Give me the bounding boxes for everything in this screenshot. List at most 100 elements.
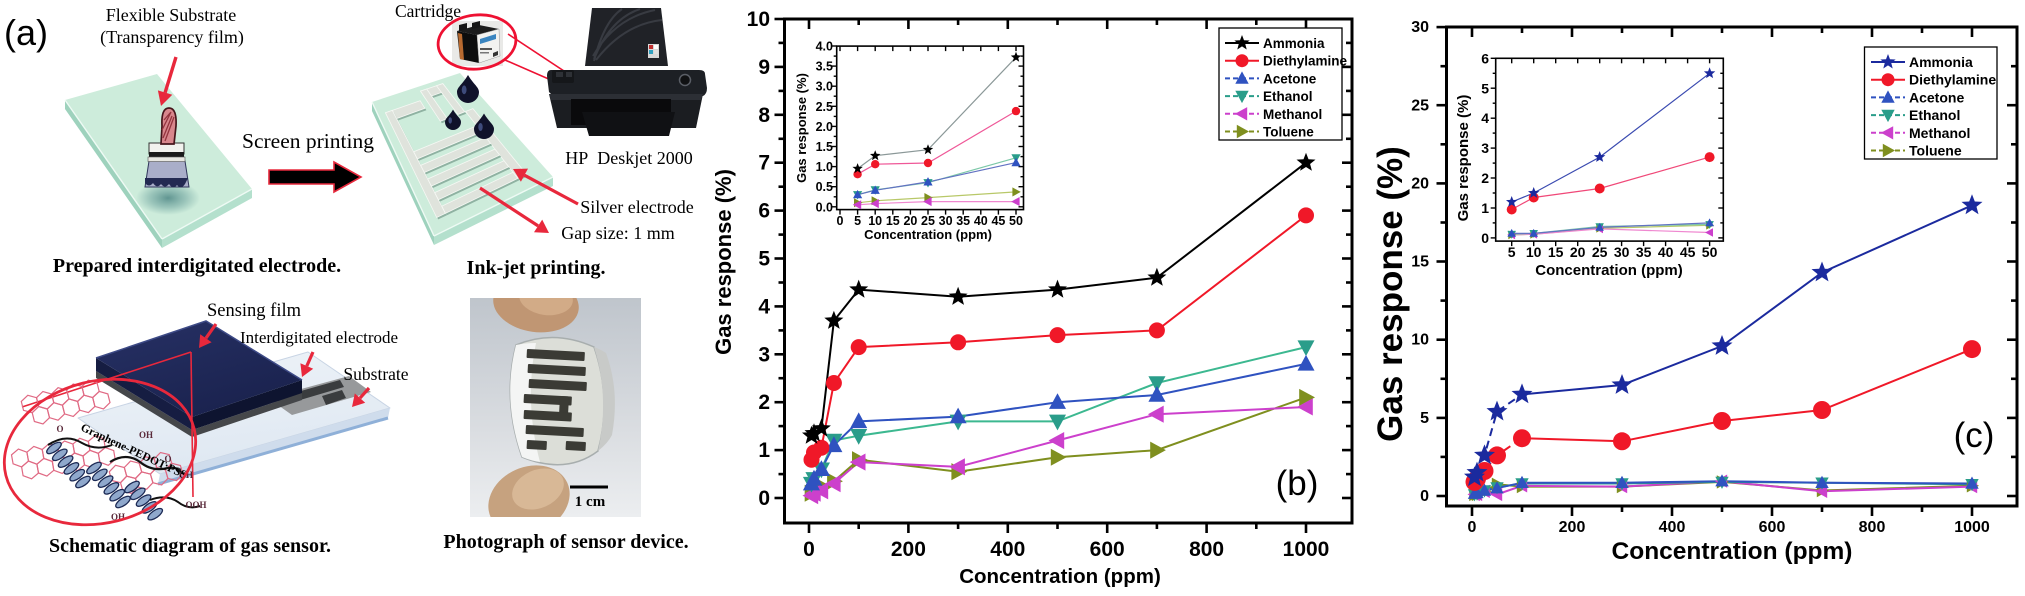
svg-text:Cartridge: Cartridge bbox=[395, 1, 461, 21]
svg-text:0.0: 0.0 bbox=[816, 200, 833, 214]
svg-text:0: 0 bbox=[1481, 230, 1489, 246]
svg-text:Sensing film: Sensing film bbox=[207, 301, 302, 321]
svg-text:Methanol: Methanol bbox=[1909, 125, 1970, 141]
svg-text:10: 10 bbox=[1526, 244, 1542, 260]
svg-text:(a): (a) bbox=[4, 12, 48, 53]
svg-text:40: 40 bbox=[974, 214, 988, 228]
svg-text:4: 4 bbox=[758, 295, 770, 318]
svg-text:200: 200 bbox=[891, 538, 926, 561]
svg-text:50: 50 bbox=[1702, 244, 1718, 260]
svg-text:Screen printing: Screen printing bbox=[242, 129, 374, 153]
svg-text:Diethylamine: Diethylamine bbox=[1263, 54, 1348, 69]
svg-text:8: 8 bbox=[758, 104, 770, 127]
svg-text:0: 0 bbox=[803, 538, 815, 561]
svg-text:20: 20 bbox=[1570, 244, 1586, 260]
svg-text:40: 40 bbox=[1658, 244, 1674, 260]
svg-text:OH: OH bbox=[139, 430, 153, 440]
svg-text:10: 10 bbox=[868, 214, 882, 228]
svg-text:10: 10 bbox=[1411, 332, 1429, 349]
svg-text:20: 20 bbox=[1411, 175, 1429, 192]
svg-text:0: 0 bbox=[1468, 519, 1477, 536]
svg-text:Gas response (%): Gas response (%) bbox=[711, 169, 736, 355]
svg-text:1.0: 1.0 bbox=[816, 160, 833, 174]
svg-text:Ethanol: Ethanol bbox=[1263, 89, 1313, 104]
svg-text:3.5: 3.5 bbox=[816, 60, 833, 74]
svg-text:Diethylamine: Diethylamine bbox=[1909, 72, 1996, 88]
svg-text:5: 5 bbox=[758, 248, 770, 271]
svg-text:Concentration (ppm): Concentration (ppm) bbox=[959, 565, 1161, 588]
svg-text:(c): (c) bbox=[1954, 416, 1995, 455]
svg-text:15: 15 bbox=[1411, 254, 1429, 271]
svg-text:4.0: 4.0 bbox=[816, 40, 833, 54]
svg-text:Toluene: Toluene bbox=[1909, 143, 1962, 159]
svg-text:600: 600 bbox=[1090, 538, 1125, 561]
svg-text:4: 4 bbox=[1481, 110, 1489, 126]
svg-text:Concentration (ppm): Concentration (ppm) bbox=[1535, 262, 1683, 279]
svg-text:HP Deskjet 2000: HP Deskjet 2000 bbox=[565, 148, 693, 168]
svg-text:1: 1 bbox=[758, 439, 770, 462]
svg-text:2.0: 2.0 bbox=[816, 120, 833, 134]
svg-text:Gas response (%): Gas response (%) bbox=[1455, 95, 1472, 222]
svg-text:Schematic diagram of gas senso: Schematic diagram of gas sensor. bbox=[49, 535, 331, 557]
svg-text:0: 0 bbox=[1420, 488, 1429, 505]
svg-text:Ethanol: Ethanol bbox=[1909, 107, 1960, 123]
svg-text:0: 0 bbox=[837, 214, 844, 228]
svg-text:Gas response (%): Gas response (%) bbox=[1371, 146, 1410, 442]
svg-text:Toluene: Toluene bbox=[1263, 125, 1314, 140]
svg-text:2.5: 2.5 bbox=[816, 100, 833, 114]
svg-text:Silver electrode: Silver electrode bbox=[580, 197, 693, 217]
svg-text:3: 3 bbox=[1481, 140, 1489, 156]
svg-text:50: 50 bbox=[1009, 214, 1023, 228]
svg-text:(Transparency film): (Transparency film) bbox=[100, 27, 244, 48]
svg-text:Gas response (%): Gas response (%) bbox=[794, 73, 809, 183]
svg-text:1: 1 bbox=[1481, 200, 1489, 216]
svg-text:600: 600 bbox=[1759, 519, 1786, 536]
svg-text:Photograph of sensor device.: Photograph of sensor device. bbox=[443, 531, 688, 553]
svg-text:Prepared interdigitated electr: Prepared interdigitated electrode. bbox=[53, 255, 341, 277]
svg-text:1000: 1000 bbox=[1954, 519, 1990, 536]
svg-text:45: 45 bbox=[1680, 244, 1696, 260]
svg-text:35: 35 bbox=[956, 214, 970, 228]
svg-text:3: 3 bbox=[758, 343, 770, 366]
svg-text:O: O bbox=[164, 454, 171, 464]
svg-text:6: 6 bbox=[1481, 50, 1489, 66]
svg-text:1000: 1000 bbox=[1283, 538, 1330, 561]
svg-text:15: 15 bbox=[886, 214, 900, 228]
svg-text:7: 7 bbox=[758, 152, 770, 175]
svg-text:25: 25 bbox=[1592, 244, 1608, 260]
svg-text:1 cm: 1 cm bbox=[575, 494, 606, 510]
svg-text:Acetone: Acetone bbox=[1263, 71, 1317, 86]
svg-text:5: 5 bbox=[854, 214, 861, 228]
svg-text:2: 2 bbox=[1481, 170, 1489, 186]
svg-text:(b): (b) bbox=[1276, 464, 1319, 503]
svg-text:45: 45 bbox=[991, 214, 1005, 228]
svg-text:800: 800 bbox=[1189, 538, 1224, 561]
svg-text:Methanol: Methanol bbox=[1263, 107, 1322, 122]
svg-text:Concentration (ppm): Concentration (ppm) bbox=[1612, 538, 1853, 565]
svg-text:400: 400 bbox=[990, 538, 1025, 561]
svg-text:6: 6 bbox=[758, 200, 770, 223]
svg-text:10: 10 bbox=[747, 8, 770, 31]
svg-text:1.5: 1.5 bbox=[816, 140, 833, 154]
svg-text:5: 5 bbox=[1508, 244, 1516, 260]
svg-text:O: O bbox=[56, 424, 63, 434]
svg-text:5: 5 bbox=[1481, 80, 1489, 96]
svg-text:0.5: 0.5 bbox=[816, 180, 833, 194]
svg-text:Ammonia: Ammonia bbox=[1909, 54, 1973, 70]
svg-text:5: 5 bbox=[1420, 410, 1429, 427]
svg-text:OOH: OOH bbox=[185, 500, 206, 510]
svg-text:Acetone: Acetone bbox=[1909, 89, 1964, 105]
svg-text:Ink-jet printing.: Ink-jet printing. bbox=[467, 257, 606, 279]
svg-text:20: 20 bbox=[903, 214, 917, 228]
svg-text:OH: OH bbox=[111, 512, 125, 522]
svg-text:30: 30 bbox=[939, 214, 953, 228]
svg-text:9: 9 bbox=[758, 56, 770, 79]
svg-text:Ammonia: Ammonia bbox=[1263, 36, 1325, 51]
svg-text:25: 25 bbox=[921, 214, 935, 228]
svg-text:200: 200 bbox=[1559, 519, 1586, 536]
svg-text:15: 15 bbox=[1548, 244, 1564, 260]
svg-text:800: 800 bbox=[1859, 519, 1886, 536]
svg-text:Flexible Substrate: Flexible Substrate bbox=[106, 5, 236, 25]
svg-text:25: 25 bbox=[1411, 97, 1429, 114]
svg-text:Interdigitated electrode: Interdigitated electrode bbox=[240, 328, 398, 347]
